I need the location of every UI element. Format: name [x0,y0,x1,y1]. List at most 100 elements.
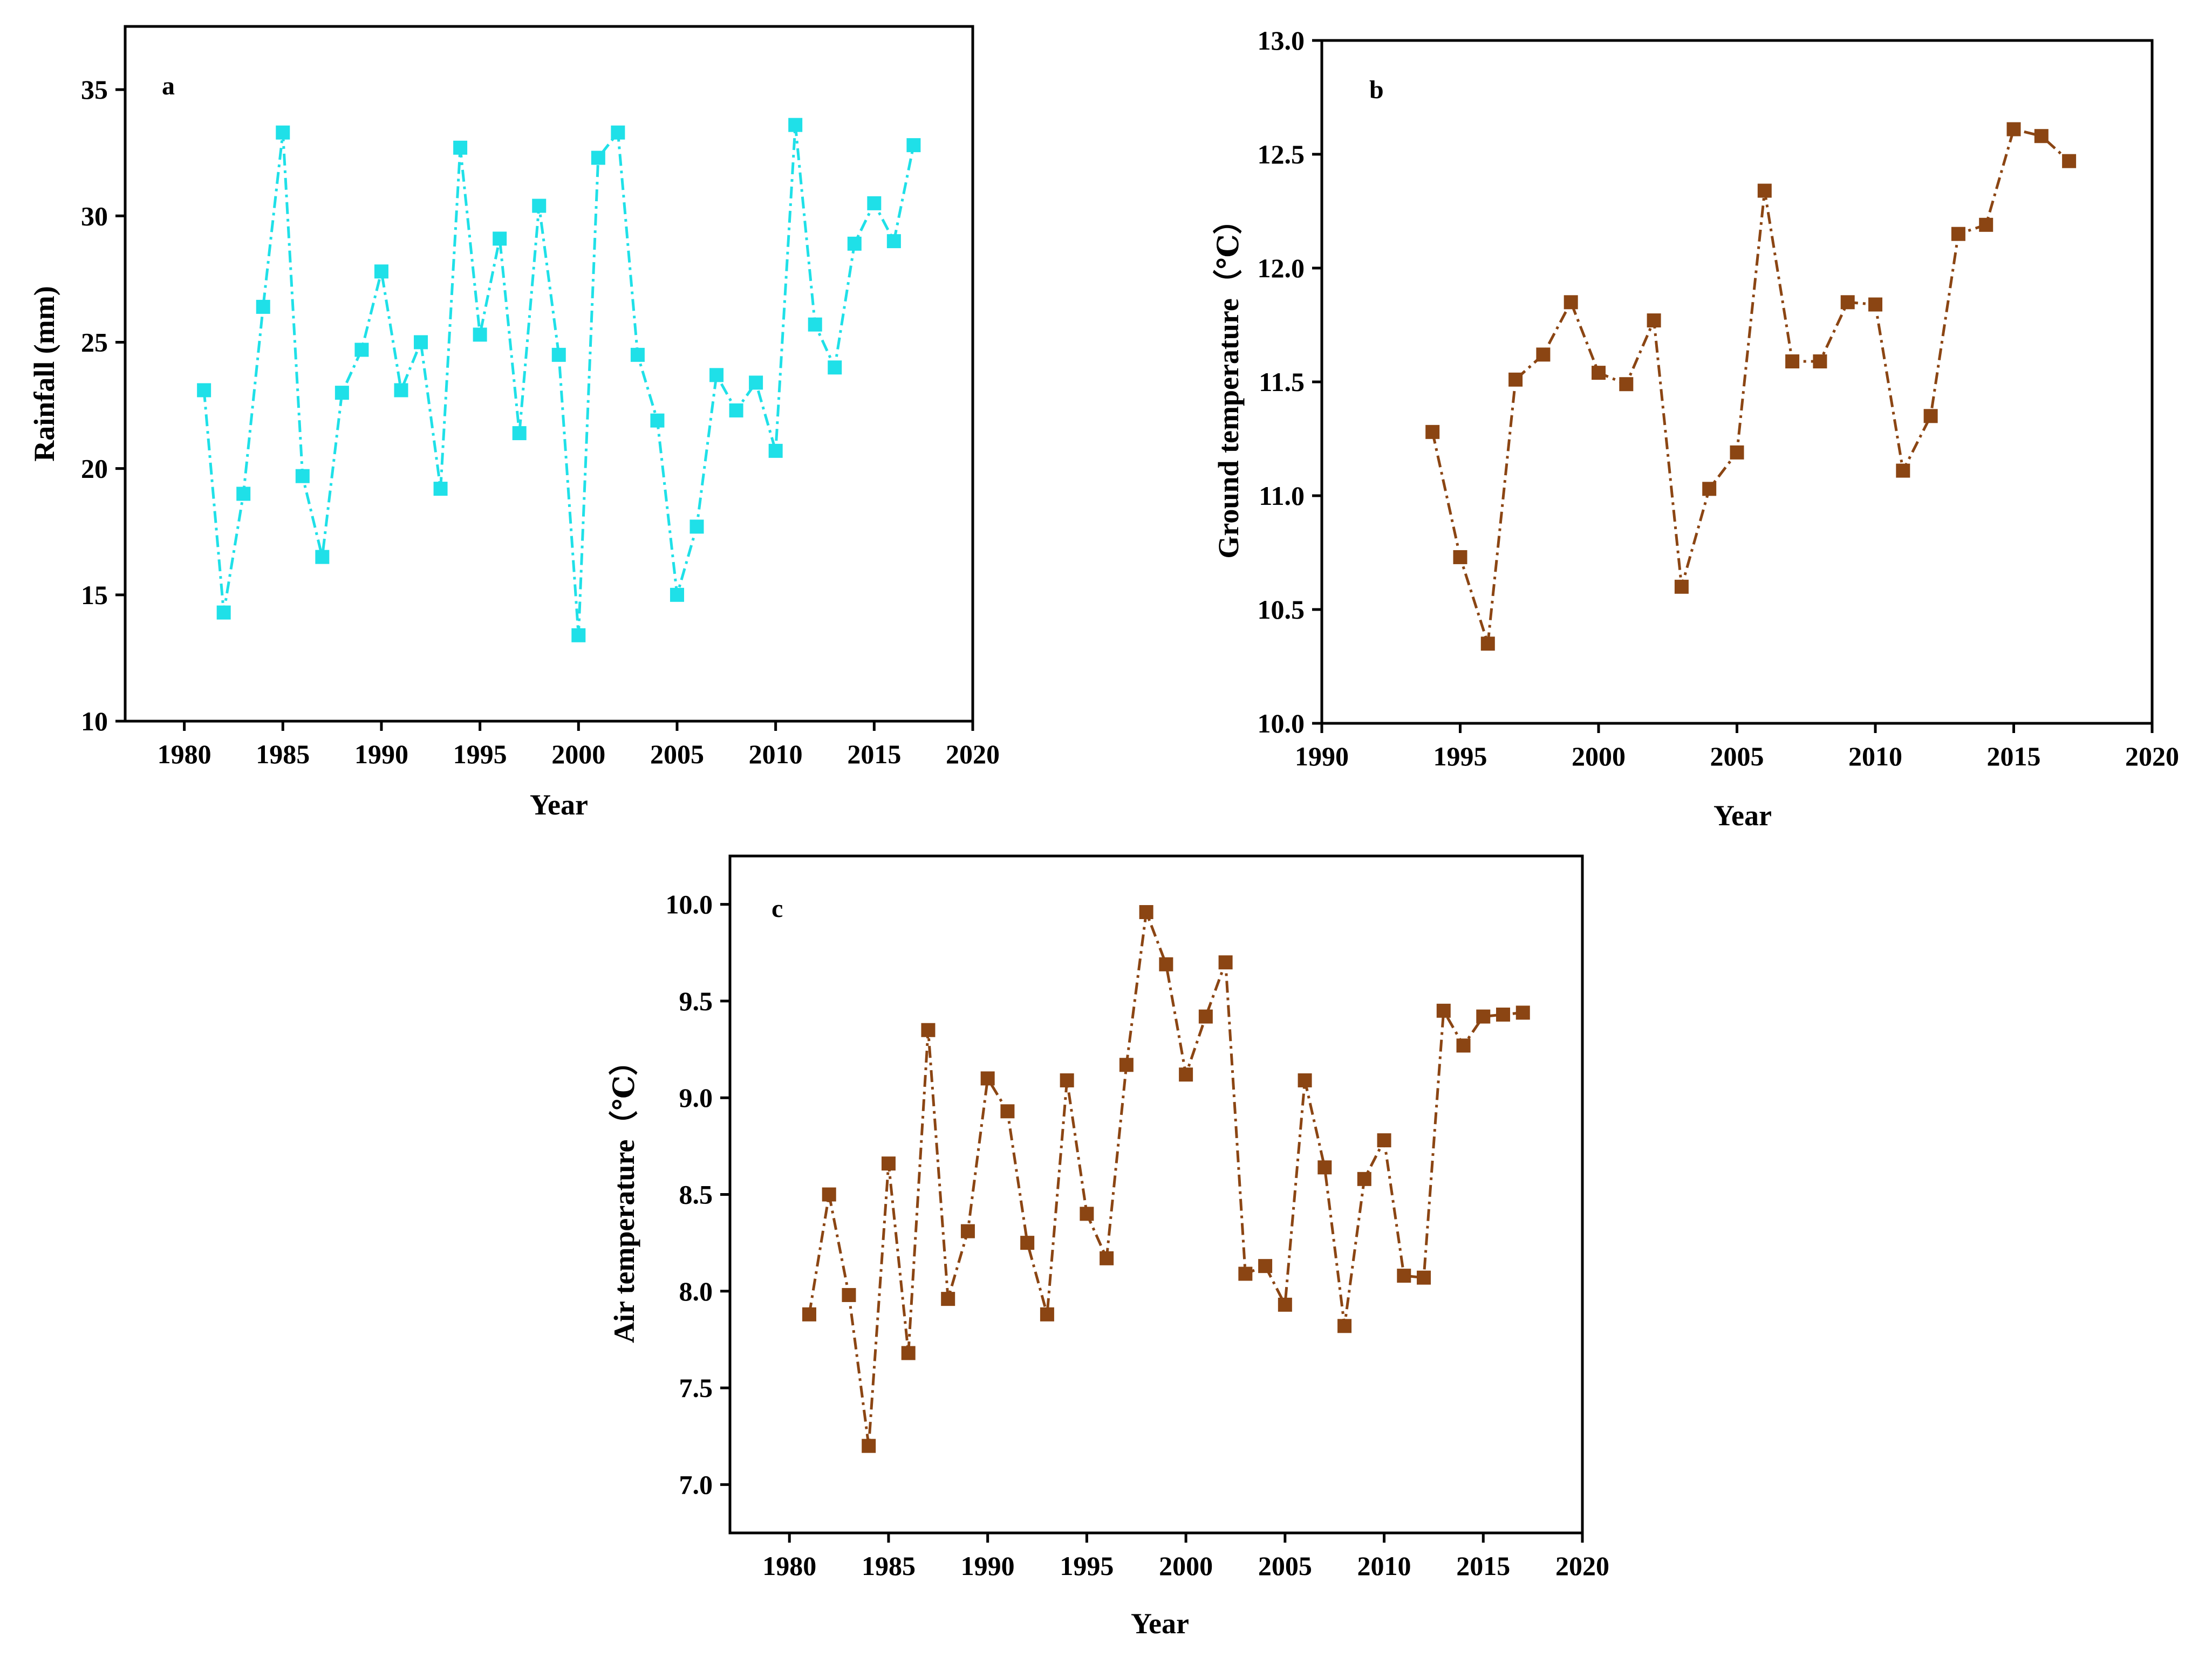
data-point [1515,1005,1530,1020]
data-point [906,138,921,153]
data-point [828,360,842,375]
data-point [315,550,330,564]
data-point [2034,129,2049,143]
data-point [1813,354,1827,369]
data-point [374,264,388,279]
y-axis-title-b: Ground temperature（℃） [1212,205,1245,558]
data-point [1647,313,1661,328]
data-point [1337,1319,1352,1333]
data-point [1159,957,1173,971]
data-point [729,403,743,417]
data-point [1317,1160,1332,1175]
y-tick-label: 25 [81,327,108,357]
x-tick-label: 1980 [762,1551,816,1581]
x-axis-title-b: Year [1713,799,1772,832]
x-tick-label: 1990 [1295,741,1349,771]
data-point [1119,1058,1134,1072]
data-point [1730,445,1744,460]
y-tick-label: 20 [81,454,108,484]
x-tick-label: 2020 [1555,1551,1609,1581]
x-tick-label: 1990 [354,739,408,769]
data-point [2006,122,2021,136]
data-point [334,386,349,400]
data-point [1238,1266,1253,1281]
y-tick-label: 8.0 [679,1276,713,1306]
x-tick-label: 2010 [749,739,803,769]
x-tick-label: 2005 [1710,741,1764,771]
data-point [941,1292,955,1306]
data-point [788,118,803,132]
data-point [197,383,211,398]
data-point [453,140,468,155]
series-a [197,118,921,642]
data-point [689,519,704,534]
y-ticks-b: 10.0 10.5 11.0 11.5 12.0 12.5 13.0 [1258,25,1322,738]
data-point [1139,905,1153,919]
data-point [842,1288,856,1302]
y-tick-label: 10 [81,706,108,736]
data-point [650,413,665,428]
data-point [532,198,547,213]
chart-panel-b: b 1990 1995 2000 2005 2010 2015 2020 10.010.51… [1212,25,2179,832]
data-point [256,299,270,314]
y-axis-title-a: Rainfall (mm) [28,286,60,461]
data-point [768,443,783,458]
data-point [1592,366,1606,380]
data-point [611,125,625,140]
data-point [493,231,507,246]
data-point [354,343,369,357]
y-tick-label: 12.5 [1258,139,1305,169]
panel-label-a: a [162,72,175,100]
data-point [709,368,724,382]
y-tick-label: 9.5 [679,986,713,1016]
data-point [1060,1073,1074,1087]
x-axis-title-a: Year [530,789,588,821]
y-tick-label: 10.5 [1258,594,1305,625]
y-tick-label: 9.0 [679,1083,713,1113]
data-point [1496,1008,1511,1022]
data-point [1218,955,1233,970]
x-tick-label: 2005 [650,739,704,769]
data-point [630,347,645,362]
data-point [1278,1297,1292,1312]
data-point [1951,227,1965,241]
data-point [2062,154,2077,168]
chart-panel-c: c 1980 1985 1990 1995 2000 2005 2010 2015 2020 7… [608,854,1609,1640]
x-tick-label: 1995 [1433,741,1487,771]
y-tick-label: 7.5 [679,1373,713,1403]
data-point [276,125,290,140]
data-point [1564,295,1578,310]
y-tick-label: 12.0 [1258,253,1305,283]
data-point [512,426,527,441]
data-point [1476,1009,1491,1024]
x-tick-label: 1985 [256,739,310,769]
data-point [1377,1133,1391,1148]
x-tick-label: 2010 [1357,1551,1411,1581]
data-point [960,1224,975,1238]
series-c [802,905,1530,1453]
data-point [1453,550,1467,564]
data-point [1298,1073,1312,1087]
y-tick-label: 11.5 [1259,367,1305,397]
x-tick-label: 2015 [1456,1551,1510,1581]
data-point [1020,1236,1035,1250]
data-point [1179,1067,1193,1082]
data-point [802,1307,816,1321]
data-point [473,327,487,342]
data-point [1702,482,1717,496]
data-point [1425,424,1440,439]
y-tick-label: 13.0 [1258,25,1305,56]
data-point [901,1346,916,1360]
data-point [1258,1259,1273,1273]
data-point [295,469,310,483]
data-point [216,605,231,620]
x-ticks-a: 1980 1985 1990 1995 2000 2005 2010 2015 2020 [158,721,1000,769]
data-point [394,383,408,398]
data-point [1080,1207,1094,1221]
series-b [1425,122,2077,651]
x-tick-label: 2000 [1572,741,1626,771]
x-tick-label: 2015 [1987,741,2041,771]
data-point [886,234,901,249]
data-point [433,482,448,496]
